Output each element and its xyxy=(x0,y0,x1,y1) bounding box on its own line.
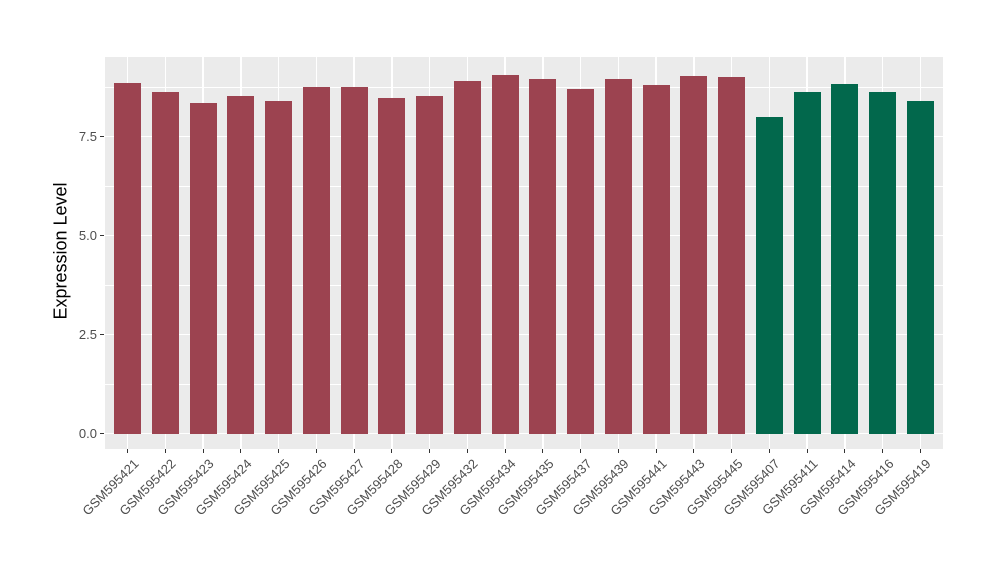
bar-GSM595443 xyxy=(680,76,708,434)
y-tick-mark xyxy=(100,235,104,237)
x-tick-mark xyxy=(542,449,544,453)
y-tick-mark xyxy=(100,136,104,138)
gridline-h-major xyxy=(105,333,943,336)
x-tick-mark xyxy=(617,449,619,453)
x-tick-mark xyxy=(391,449,393,453)
x-tick-mark xyxy=(429,449,431,453)
bar-GSM595441 xyxy=(642,85,670,434)
gridline-h-major xyxy=(105,234,943,237)
gridline-h-minor xyxy=(105,284,943,286)
y-tick-label: 5.0 xyxy=(78,227,97,243)
x-tick-mark xyxy=(164,449,166,453)
x-tick-mark xyxy=(278,449,280,453)
gridline-h-major xyxy=(105,432,943,435)
x-tick-mark xyxy=(466,449,468,453)
x-tick-mark xyxy=(731,449,733,453)
y-tick-label: 2.5 xyxy=(78,326,97,342)
bar-GSM595435 xyxy=(529,79,557,434)
x-tick-mark xyxy=(919,449,921,453)
x-tick-mark xyxy=(806,449,808,453)
x-tick-mark xyxy=(240,449,242,453)
bar-GSM595407 xyxy=(755,116,783,434)
gridline-h-minor xyxy=(105,185,943,187)
x-tick-mark xyxy=(655,449,657,453)
x-tick-mark xyxy=(202,449,204,453)
x-tick-mark xyxy=(693,449,695,453)
y-tick-label: 0.0 xyxy=(78,425,97,441)
bar-GSM595429 xyxy=(416,95,444,434)
bar-GSM595432 xyxy=(453,81,481,434)
x-tick-mark xyxy=(768,449,770,453)
x-tick-mark xyxy=(315,449,317,453)
bar-GSM595427 xyxy=(340,86,368,434)
x-tick-mark xyxy=(580,449,582,453)
y-tick-mark xyxy=(100,433,104,435)
x-tick-mark xyxy=(504,449,506,453)
gridline-h-minor xyxy=(105,383,943,385)
y-tick-mark xyxy=(100,334,104,336)
bar-GSM595439 xyxy=(604,79,632,434)
bar-GSM595414 xyxy=(831,83,859,434)
x-tick-mark xyxy=(882,449,884,453)
bar-GSM595419 xyxy=(906,100,934,434)
bar-GSM595425 xyxy=(265,100,293,434)
bar-GSM595424 xyxy=(227,95,255,434)
x-tick-mark xyxy=(127,449,129,453)
gridline-h-major xyxy=(105,135,943,138)
x-tick-mark xyxy=(844,449,846,453)
bar-GSM595426 xyxy=(302,87,330,434)
gridline-h-minor xyxy=(105,86,943,88)
bar-GSM595434 xyxy=(491,74,519,434)
x-tick-mark xyxy=(353,449,355,453)
bar-GSM595428 xyxy=(378,98,406,434)
bar-GSM595411 xyxy=(793,92,821,434)
bar-GSM595422 xyxy=(151,91,179,434)
plot-panel xyxy=(105,57,943,449)
bar-GSM595445 xyxy=(718,76,746,434)
y-tick-label: 7.5 xyxy=(78,128,97,144)
bar-GSM595416 xyxy=(869,91,897,434)
bar-GSM595421 xyxy=(114,83,142,434)
bar-GSM595423 xyxy=(189,102,217,434)
y-axis-title: Expression Level xyxy=(50,182,71,320)
bar-GSM595437 xyxy=(567,89,595,434)
